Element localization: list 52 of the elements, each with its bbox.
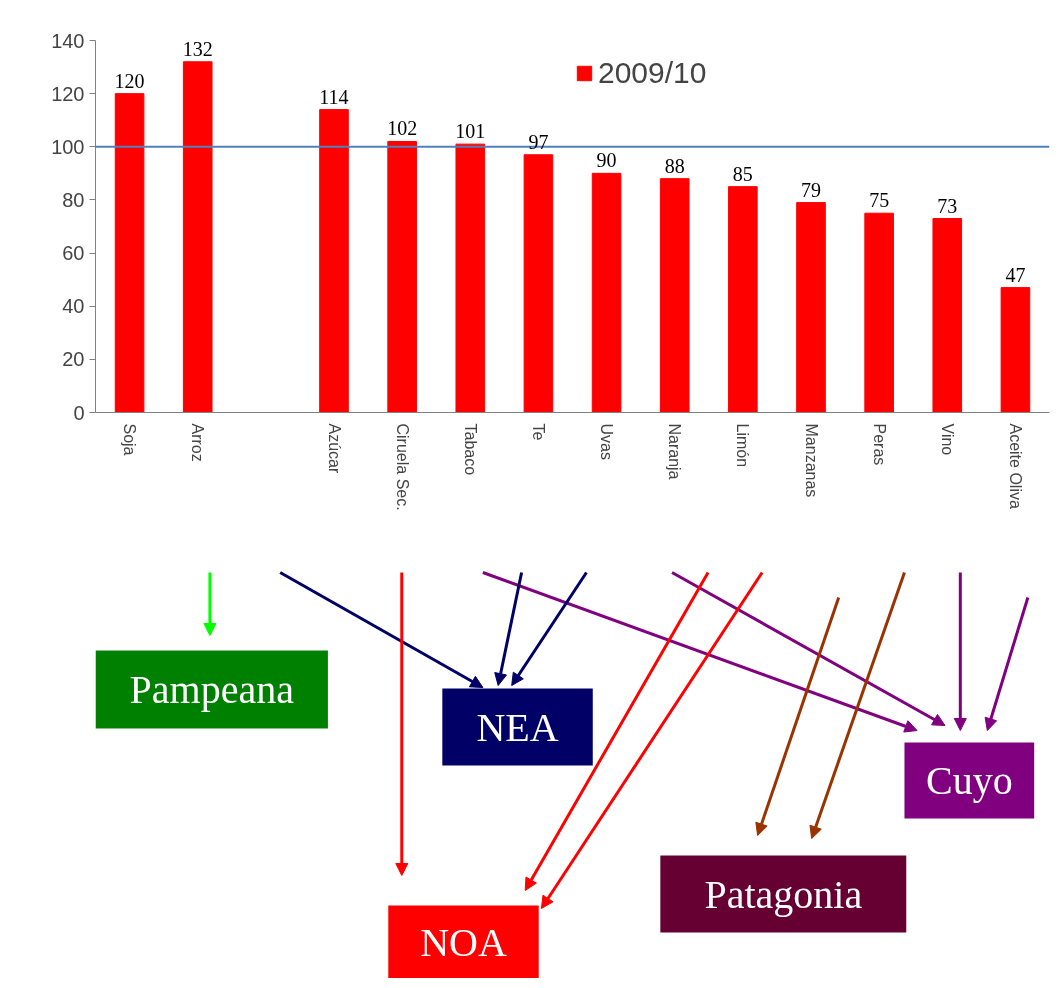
data-label: 47	[1005, 263, 1026, 286]
bar	[387, 140, 417, 413]
bar	[182, 61, 213, 413]
bar	[728, 186, 758, 413]
y-tick-label: 120	[51, 82, 85, 105]
bar	[796, 202, 826, 413]
x-tick-label: Manzanas	[802, 423, 820, 498]
bar	[591, 172, 622, 413]
data-label: 90	[596, 149, 617, 172]
data-label: 132	[182, 37, 213, 60]
y-tick-label: 60	[62, 242, 85, 265]
x-tick-label: Tabaco	[461, 423, 479, 476]
bar	[455, 143, 486, 413]
bar	[114, 93, 145, 413]
y-tick-label: 140	[51, 29, 85, 52]
x-tick-label: Te	[529, 423, 547, 441]
bar	[864, 212, 894, 413]
data-label: 101	[455, 120, 486, 143]
legend-label: 2009/10	[598, 56, 707, 90]
x-tick-label: Aceite Oliva	[1006, 423, 1024, 509]
data-label: 79	[801, 178, 821, 201]
x-tick-label: Vino	[938, 423, 956, 456]
bar	[932, 218, 963, 413]
data-label: 75	[869, 189, 890, 212]
text: NEA	[476, 704, 559, 750]
text: Pampeana	[129, 667, 295, 712]
x-tick-label: Limón	[734, 423, 752, 468]
x-tick-label: Ciruela Sec.	[393, 423, 411, 511]
y-tick-label: 20	[62, 348, 85, 371]
text: NOA	[420, 919, 507, 965]
x-tick-label: Naranja	[666, 423, 684, 480]
x-tick-label: Peras	[870, 423, 888, 466]
x-tick-label: Soja	[121, 423, 139, 456]
x-tick-label: Arroz	[189, 423, 207, 462]
data-label: 73	[937, 194, 958, 217]
y-tick-label: 80	[62, 188, 85, 211]
bar	[1000, 287, 1031, 413]
bar	[659, 178, 690, 413]
y-tick-label: 100	[51, 135, 85, 158]
y-tick-label: 40	[62, 295, 85, 318]
data-label: 88	[664, 154, 685, 177]
data-label: 114	[319, 85, 349, 108]
x-tick-label: Uvas	[598, 423, 616, 460]
data-label: 102	[387, 117, 418, 140]
bar	[523, 154, 554, 413]
data-label: 120	[114, 69, 145, 92]
y-tick-label: 0	[73, 401, 85, 424]
data-label: 85	[732, 162, 753, 185]
text: Patagonia	[704, 871, 863, 917]
x-tick-label: Azúcar	[325, 423, 343, 474]
bar	[319, 109, 349, 413]
text: Cuyo	[925, 758, 1013, 803]
